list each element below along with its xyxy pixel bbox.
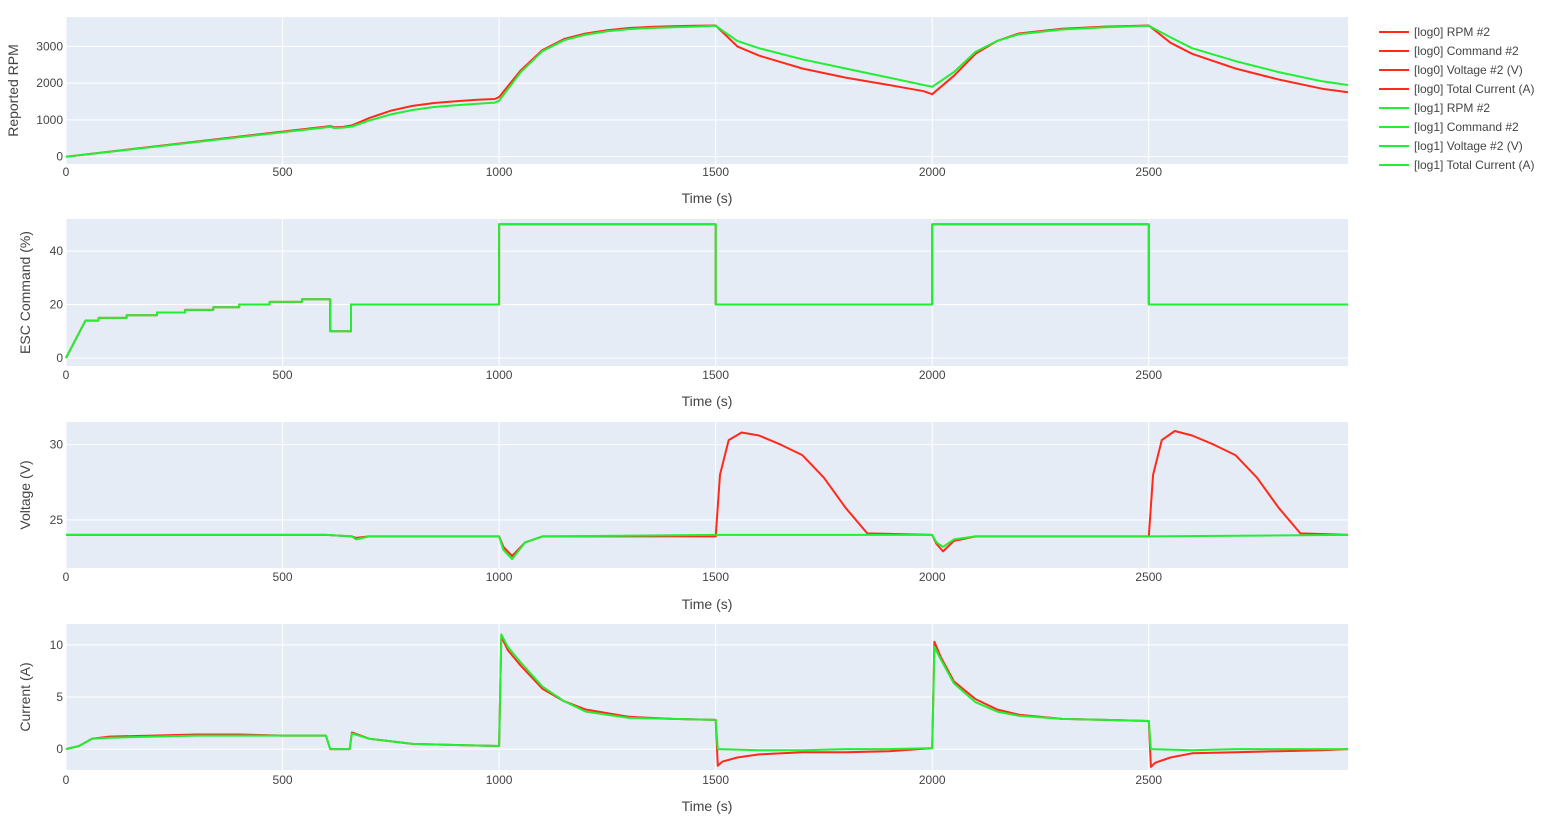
- y-tick-label: 20: [50, 298, 64, 312]
- x-tick-label: 500: [273, 368, 293, 382]
- legend-item[interactable]: [log1] Total Current (A): [1379, 158, 1535, 172]
- x-tick-label: 1000: [486, 368, 513, 382]
- y-axis-title: Voltage (V): [17, 460, 33, 529]
- legend-label: [log0] Command #2: [1414, 44, 1519, 58]
- x-tick-label: 0: [63, 165, 70, 179]
- series-line-log1: [65, 223, 1348, 359]
- legend-label: [log0] Total Current (A): [1414, 82, 1535, 96]
- x-tick-label: 500: [273, 165, 293, 179]
- y-tick-label: 0: [56, 742, 63, 756]
- x-tick-label: 2500: [1135, 570, 1162, 584]
- y-axis-title: Reported RPM: [5, 44, 21, 137]
- x-tick-label: 0: [63, 570, 70, 584]
- x-tick-label: 0: [63, 773, 70, 787]
- y-tick-label: 1000: [36, 113, 63, 127]
- x-axis-title: Time (s): [682, 798, 733, 814]
- x-axis-title: Time (s): [682, 393, 733, 409]
- x-tick-label: 1000: [486, 773, 513, 787]
- y-axis-title: ESC Command (%): [17, 231, 33, 354]
- subplot-2: 0 500 1000 1500 2000 2500 0 20 40 Time (s) ESC Com…: [17, 219, 1348, 409]
- x-tick-label: 2500: [1135, 773, 1162, 787]
- subplot-4: 0 500 1000 1500 2000 2500 0 5 10 Time (s) Current …: [17, 624, 1349, 814]
- y-tick-label: 10: [50, 638, 64, 652]
- x-tick-label: 0: [63, 368, 70, 382]
- series-line-log1: [65, 24, 1349, 158]
- plot-area: [66, 219, 1348, 366]
- legend-label: [log1] RPM #2: [1414, 101, 1490, 115]
- y-tick-label: 2000: [36, 76, 63, 90]
- x-tick-label: 500: [273, 570, 293, 584]
- x-tick-label: 500: [273, 773, 293, 787]
- legend-item[interactable]: [log0] Command #2: [1379, 44, 1519, 58]
- x-tick-label: 2000: [919, 368, 946, 382]
- legend-label: [log0] RPM #2: [1414, 25, 1490, 39]
- y-tick-label: 40: [50, 244, 64, 258]
- x-tick-label: 2500: [1135, 165, 1162, 179]
- y-axis-title: Current (A): [17, 662, 33, 731]
- legend-item[interactable]: [log1] Command #2: [1379, 120, 1519, 134]
- y-tick-label: 5: [56, 690, 63, 704]
- x-tick-label: 1000: [486, 570, 513, 584]
- y-tick-label: 0: [56, 150, 63, 164]
- legend-label: [log1] Total Current (A): [1414, 158, 1535, 172]
- series-line-log1: [66, 533, 1349, 560]
- subplot-1: 0 500 1000 1500 2000 2500 0 1000 2000 3000 Time (s…: [5, 17, 1349, 206]
- x-tick-label: 2500: [1135, 368, 1162, 382]
- legend-label: [log1] Voltage #2 (V): [1414, 139, 1523, 153]
- plot-area: [66, 17, 1348, 164]
- x-tick-label: 1500: [702, 570, 729, 584]
- x-axis-title: Time (s): [682, 190, 733, 206]
- legend-item[interactable]: [log1] RPM #2: [1379, 101, 1490, 115]
- x-tick-label: 1500: [702, 165, 729, 179]
- legend-label: [log0] Voltage #2 (V): [1414, 63, 1523, 77]
- y-tick-label: 25: [50, 513, 64, 527]
- legend-item[interactable]: [log0] Total Current (A): [1379, 82, 1535, 96]
- x-tick-label: 2000: [919, 773, 946, 787]
- legend-item[interactable]: [log0] RPM #2: [1379, 25, 1490, 39]
- y-tick-label: 3000: [36, 39, 63, 53]
- legend-item[interactable]: [log0] Voltage #2 (V): [1379, 63, 1523, 77]
- legend-item[interactable]: [log1] Voltage #2 (V): [1379, 139, 1523, 153]
- x-tick-label: 1000: [486, 165, 513, 179]
- plot-area: [66, 422, 1348, 568]
- y-tick-label: 30: [50, 438, 64, 452]
- x-tick-label: 1500: [702, 773, 729, 787]
- x-tick-label: 2000: [919, 570, 946, 584]
- x-tick-label: 2000: [919, 165, 946, 179]
- legend-label: [log1] Command #2: [1414, 120, 1519, 134]
- subplot-3: 0 500 1000 1500 2000 2500 25 30 Time (s) Voltage …: [17, 422, 1349, 612]
- legend: [log0] RPM #2 [log0] Command #2 [log0] Vol…: [1379, 25, 1535, 172]
- series-line-log1: [65, 633, 1348, 752]
- x-axis-title: Time (s): [682, 596, 733, 612]
- y-tick-label: 0: [56, 351, 63, 365]
- x-tick-label: 1500: [702, 368, 729, 382]
